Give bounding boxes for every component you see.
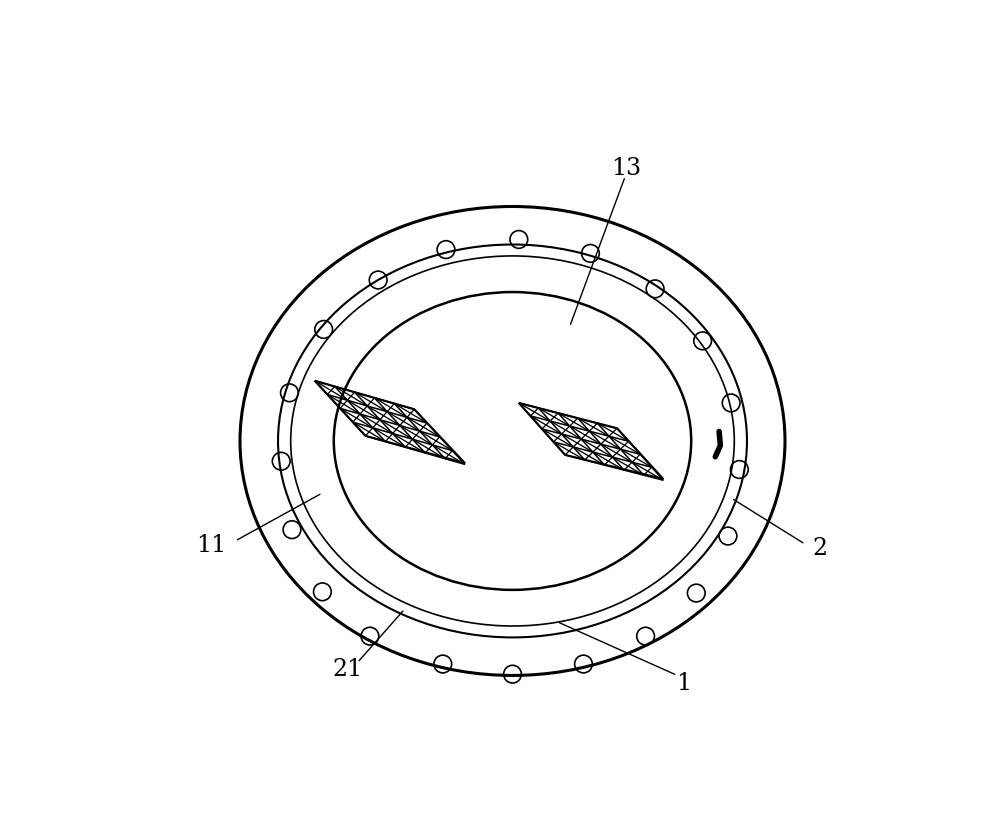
Text: 11: 11 (196, 534, 227, 557)
Text: 13: 13 (612, 157, 642, 180)
Text: 2: 2 (812, 537, 827, 560)
Text: 21: 21 (333, 658, 363, 681)
Text: 1: 1 (676, 672, 691, 695)
